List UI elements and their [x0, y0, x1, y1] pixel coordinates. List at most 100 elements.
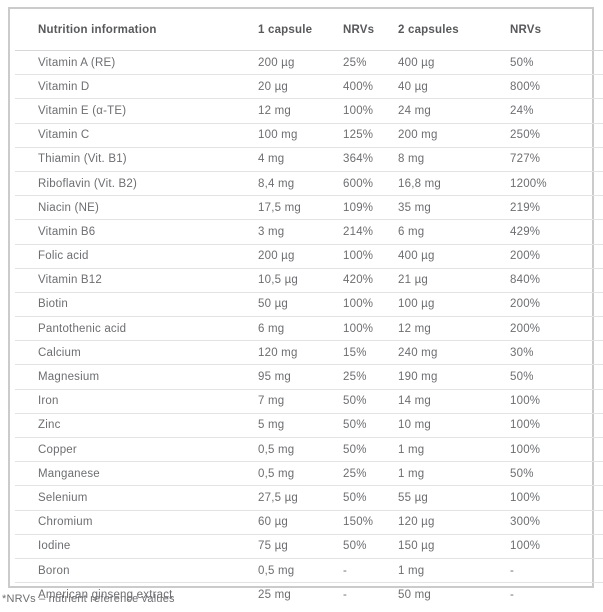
nutrient-value: 300%	[510, 509, 603, 535]
nutrient-name: Manganese	[15, 461, 258, 486]
column-header-nrv_one: NRVs	[343, 9, 398, 51]
nutrient-value: 15%	[343, 340, 398, 365]
nutrient-value: 95 mg	[258, 364, 343, 390]
table-row: Calcium 120 mg 15% 240 mg 30%	[15, 340, 603, 365]
nutrient-value: 50%	[510, 364, 603, 390]
nutrient-value: -	[343, 582, 398, 607]
nutrient-value: 364%	[343, 146, 398, 172]
table-row: American ginseng extract 25 mg -50 mg -	[15, 582, 603, 607]
nutrient-name: Vitamin B12	[15, 267, 258, 293]
nutrient-value: 50%	[343, 485, 398, 511]
nutrient-name: Chromium	[15, 509, 258, 535]
nutrient-value: 10 mg	[398, 412, 510, 438]
nutrient-value: 240 mg	[398, 340, 510, 365]
table-body: Vitamin A (RE) 200 µg 25% 400 µg 50% Vitamin …	[15, 51, 603, 607]
nutrient-value: 200%	[510, 316, 603, 341]
table-row: Vitamin E (α-TE) 12 mg 100% 24 mg 24%	[15, 98, 603, 124]
nutrient-value: 1200%	[510, 170, 603, 196]
nutrient-value: 25%	[343, 56, 367, 69]
column-header-name: Nutrition information	[15, 9, 258, 51]
nutrient-value: 25%	[343, 461, 398, 486]
table-row: Biotin 50 µg 100% 100 µg 200%	[15, 291, 603, 317]
nrv-footnote: *NRVs – nutrient reference values	[2, 593, 175, 605]
nutrient-value: 200%	[510, 291, 603, 317]
nutrient-name: Vitamin D	[15, 74, 258, 99]
nutrient-value: 25%	[343, 364, 398, 390]
nutrient-value: 50%	[343, 412, 398, 438]
nutrient-value: 24%	[510, 98, 603, 124]
table-row: Magnesium 95 mg 25% 190 mg 50%	[15, 364, 603, 390]
nutrient-value: -	[343, 557, 398, 583]
nutrient-value: 8 mg	[398, 146, 510, 172]
nutrient-name: Folic acid	[15, 243, 258, 269]
nutrient-value: 100%	[343, 243, 398, 269]
nutrient-value: 200 µg	[258, 243, 343, 269]
nutrient-value: 200 mg	[398, 122, 510, 148]
nutrient-value: 16,8 mg	[398, 170, 510, 196]
table-row: Vitamin A (RE) 200 µg 25% 400 µg 50%	[15, 51, 603, 75]
nutrient-name: Vitamin C	[15, 122, 258, 148]
nutrient-value: 6 mg	[398, 219, 510, 244]
nutrition-table: Nutrition information 1 capsule NRVs 2 caps…	[15, 9, 603, 607]
nutrient-value: 100%	[343, 98, 398, 124]
nutrient-value: 0,5 mg	[258, 461, 343, 486]
nutrient-value: 727%	[510, 146, 603, 172]
nutrient-value: 429%	[510, 219, 603, 244]
nutrient-name: Iodine	[15, 533, 258, 559]
table-head: Nutrition information 1 capsule NRVs 2 caps…	[15, 9, 603, 51]
nutrient-value: 10,5 µg	[258, 267, 343, 293]
nutrient-value: 50 µg	[258, 291, 343, 317]
column-header-one_capsule: 1 capsule	[258, 9, 343, 51]
nutrient-value: 840%	[510, 267, 603, 293]
nutrient-value: 800%	[510, 74, 603, 99]
table-row: Pantothenic acid 6 mg 100% 12 mg 200%	[15, 316, 603, 341]
nutrient-value: 100 mg	[258, 122, 343, 148]
nutrient-value: 219%	[510, 195, 603, 220]
nutrient-name: American ginseng extract	[15, 582, 258, 607]
table-row: Chromium 60 µg 150% 120 µg 300%	[15, 509, 603, 535]
table-row: Riboflavin (Vit. B2) 8,4 mg 600% 16,8 mg 120…	[15, 170, 603, 196]
nutrient-value: 400%	[343, 74, 398, 99]
nutrient-name: Zinc	[15, 412, 258, 438]
nutrient-value: 100%	[510, 412, 603, 438]
nutrient-value: 100 µg	[398, 291, 510, 317]
nutrient-value: 120 µg	[398, 509, 510, 535]
table-row: Copper 0,5 mg 50% 1 mg 100%	[15, 436, 603, 462]
table-row: Boron 0,5 mg -1 mg -	[15, 557, 603, 583]
nutrient-value: 27,5 µg	[258, 485, 343, 511]
nutrient-value: 12 mg	[398, 316, 510, 341]
nutrient-name: Copper	[15, 436, 258, 462]
nutrient-value: 50%	[343, 533, 398, 559]
nutrient-value: 100%	[510, 485, 603, 511]
column-header-nrv_two: NRVs	[510, 9, 603, 51]
nutrient-value: 600%	[343, 170, 398, 196]
nutrient-value: -	[510, 582, 603, 607]
table-row: Niacin (NE) 17,5 mg 109% 35 mg 219%	[15, 195, 603, 220]
nutrient-value: 55 µg	[398, 485, 510, 511]
nutrient-value: 8,4 mg	[258, 170, 343, 196]
nutrient-value: 12 mg	[258, 98, 343, 124]
nutrient-name: Calcium	[15, 340, 258, 365]
table-row: Selenium 27,5 µg 50% 55 µg 100%	[15, 485, 603, 511]
nutrient-value: 200%	[510, 243, 603, 269]
nutrient-value: 4 mg	[258, 146, 343, 172]
nutrient-value: 35 mg	[398, 195, 510, 220]
nutrient-value: 190 mg	[398, 364, 510, 390]
nutrient-value: 100%	[510, 388, 603, 414]
nutrient-value: 60 µg	[258, 509, 343, 535]
nutrient-value: 109%	[343, 195, 398, 220]
nutrient-name: Vitamin B6	[15, 219, 258, 244]
nutrient-name: Iron	[15, 388, 258, 414]
nutrient-value: 30%	[510, 340, 603, 365]
nutrient-name: Vitamin E (α-TE)	[15, 98, 258, 124]
nutrient-value: 0,5 mg	[258, 557, 343, 583]
nutrient-value: 250%	[510, 122, 603, 148]
nutrient-value: 100%	[343, 291, 398, 317]
nutrient-value: 50%	[510, 461, 603, 486]
table-row: Vitamin B6 3 mg 214% 6 mg 429%	[15, 219, 603, 244]
nutrient-name: Thiamin (Vit. B1)	[15, 146, 258, 172]
nutrient-value: 21 µg	[398, 267, 510, 293]
nutrient-name: Pantothenic acid	[15, 316, 258, 341]
table-row: Vitamin D 20 µg 400% 40 µg 800%	[15, 74, 603, 99]
